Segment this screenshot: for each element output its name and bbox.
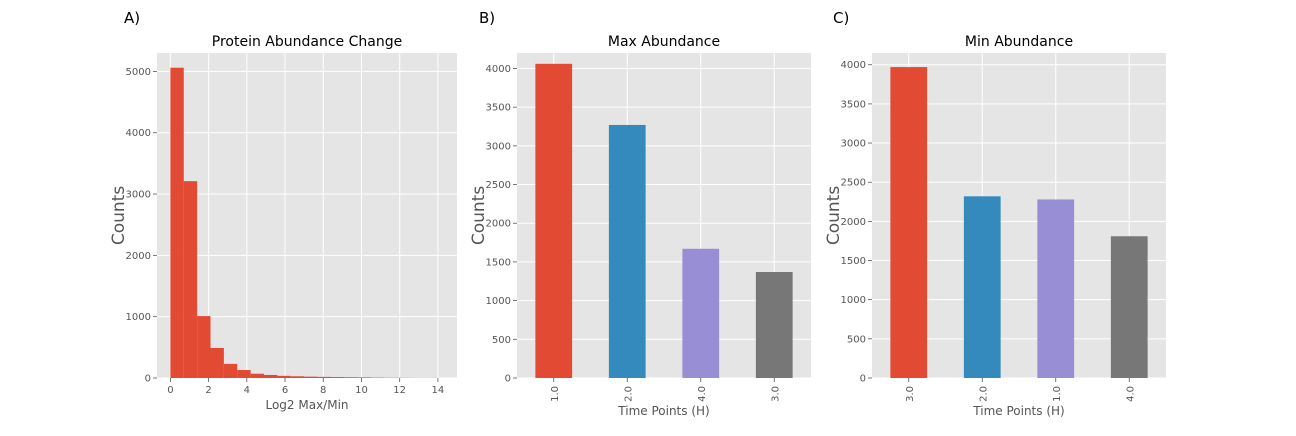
chart2-y-tick-label: 0 [505, 374, 511, 385]
chart3-x-tick-label: 1.0 [1052, 386, 1063, 402]
chart2-y-tick-label: 3000 [486, 141, 511, 152]
chart2-bar [682, 249, 719, 378]
chart3-bar [1037, 199, 1074, 378]
chart3-x-tick-label: 4.0 [1125, 386, 1136, 402]
chart2-y-tick-label: 2500 [486, 180, 511, 191]
chart3-bar [1111, 236, 1148, 378]
chart3-bar [890, 67, 927, 378]
chart3-title: Min Abundance [965, 34, 1073, 50]
chart1-y-tick-label: 5000 [126, 67, 151, 78]
chart1-bar [291, 376, 304, 378]
chart1-bar [318, 377, 331, 378]
chart1-bar [211, 348, 224, 378]
chart1-bar [170, 68, 183, 378]
chart3-y-axis-label: Counts [824, 186, 844, 245]
chart1-y-tick-label: 3000 [126, 190, 151, 201]
chart2-y-tick-label: 1500 [486, 257, 511, 268]
chart1-title: Protein Abundance Change [212, 34, 402, 50]
chart1-bar [304, 377, 317, 378]
chart3-x-axis-label: Time Points (H) [972, 404, 1064, 418]
chart2-bar [609, 125, 646, 378]
chart1-bar [251, 374, 264, 378]
chart3-y-tick-label: 2500 [841, 178, 866, 189]
chart3-x-tick-label: 2.0 [978, 386, 989, 402]
chart1-x-tick-label: 10 [355, 385, 368, 396]
chart2-x-axis-label: Time Points (H) [617, 404, 709, 418]
chart2-x-tick-label: 1.0 [550, 386, 561, 402]
chart2-y-tick-label: 2000 [486, 219, 511, 230]
chart1-x-tick-label: 6 [282, 385, 288, 396]
chart1-y-tick-label: 4000 [126, 128, 151, 139]
chart2-y-tick-label: 500 [492, 335, 511, 346]
chart1-x-tick-label: 12 [393, 385, 406, 396]
chart2-x-tick-label: 4.0 [697, 386, 708, 402]
chart3-y-tick-label: 3000 [841, 139, 866, 150]
chart3-y-tick-label: 4000 [841, 60, 866, 71]
chart3-y-tick-label: 1000 [841, 295, 866, 306]
chart1-y-tick-label: 2000 [126, 251, 151, 262]
chart1-bar [358, 377, 371, 378]
chart2-y-tick-label: 1000 [486, 296, 511, 307]
chart1-bar [237, 370, 250, 378]
chart1-bar [264, 375, 277, 378]
chart3-y-tick-label: 2000 [841, 217, 866, 228]
chart3-bar [964, 196, 1001, 378]
chart3-x-tick-label: 3.0 [905, 386, 916, 402]
chart1-bar [277, 376, 290, 378]
chart1-y-axis-label: Counts [109, 186, 129, 245]
chart1-x-axis-label: Log2 Max/Min [265, 398, 348, 412]
chart2-y-tick-label: 3500 [486, 103, 511, 114]
chart1-bar [224, 364, 237, 378]
chart1-bar [331, 377, 344, 378]
chart2-y-tick-label: 4000 [486, 64, 511, 75]
chart3-y-tick-label: 1500 [841, 256, 866, 267]
chart2-y-axis-label: Counts [469, 186, 489, 245]
panel-a-letter: A) [124, 9, 140, 27]
chart2-bar [535, 64, 572, 378]
chart3-y-tick-label: 3500 [841, 99, 866, 110]
chart2-x-tick-label: 3.0 [770, 386, 781, 402]
chart1-x-tick-label: 4 [244, 385, 250, 396]
chart2-x-tick-label: 2.0 [623, 386, 634, 402]
chart1-x-tick-label: 0 [167, 385, 173, 396]
chart2-title: Max Abundance [608, 34, 720, 50]
chart1-x-tick-label: 2 [205, 385, 211, 396]
chart1-y-tick-label: 1000 [126, 312, 151, 323]
chart1-y-tick-label: 0 [145, 374, 151, 385]
chart1-bar [197, 316, 210, 378]
chart2-bar [756, 272, 793, 378]
chart1-x-tick-label: 14 [432, 385, 445, 396]
panel-c-letter: C) [833, 9, 849, 27]
chart1-bar [344, 377, 357, 378]
chart1-bar [184, 181, 197, 378]
chart3-y-tick-label: 500 [847, 334, 866, 345]
chart1-x-tick-label: 8 [320, 385, 326, 396]
chart3-y-tick-label: 0 [860, 374, 866, 385]
panel-b-letter: B) [479, 9, 495, 27]
